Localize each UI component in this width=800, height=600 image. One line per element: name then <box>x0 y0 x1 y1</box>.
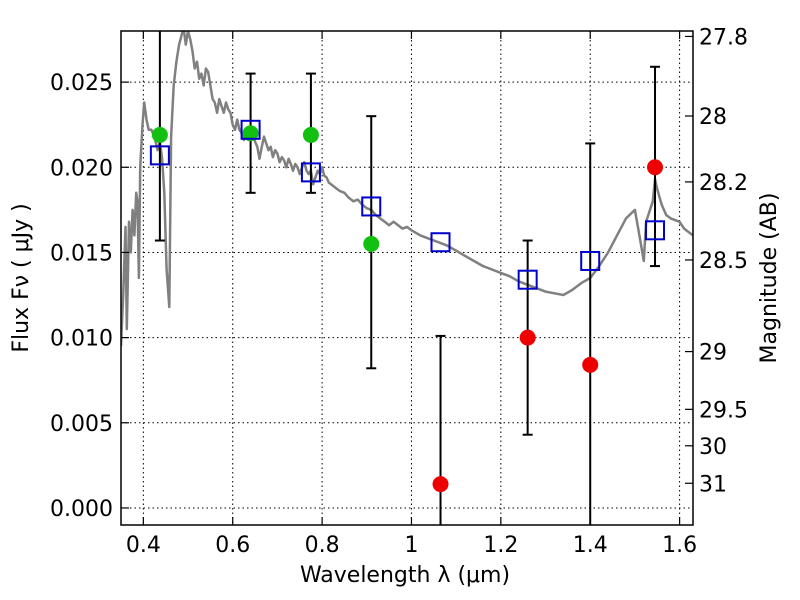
model-photometry-square <box>517 269 538 290</box>
x-tick-label: 1.6 <box>662 533 697 558</box>
right-tick-label: 31 <box>699 472 727 497</box>
green-data-point <box>242 125 259 142</box>
y-tick-label: 0.015 <box>50 241 113 266</box>
y-tick-label: 0.020 <box>50 156 113 181</box>
model-photometry-square <box>149 145 170 166</box>
plot-area <box>121 31 693 525</box>
red-data-point <box>519 329 536 346</box>
red-data-point <box>582 356 599 373</box>
model-photometry-square <box>580 250 601 271</box>
red-data-point <box>647 159 664 176</box>
x-axis-label: Wavelength λ (μm) <box>300 563 510 588</box>
right-tick-label: 28.5 <box>699 249 748 274</box>
x-tick-label: 1 <box>404 533 418 558</box>
model-photometry-square <box>240 119 261 140</box>
y-tick-label: 0.000 <box>50 497 113 522</box>
right-tick-label: 29 <box>699 341 727 366</box>
right-tick-label: 28.2 <box>699 171 748 196</box>
y-tick-label: 0.010 <box>50 327 113 352</box>
x-tick-label: 1.2 <box>483 533 518 558</box>
right-tick-label: 27.8 <box>699 25 748 50</box>
grid-lines <box>121 31 693 525</box>
green-data-point <box>363 235 380 252</box>
right-tick-label: 30 <box>699 435 727 460</box>
model-photometry-square <box>300 162 321 183</box>
red-data-point <box>432 476 449 493</box>
green-data-point <box>151 126 168 143</box>
y-tick-label: 0.005 <box>50 412 113 437</box>
y-axis-label: Flux Fν ( μJy ) <box>9 203 34 352</box>
green-data-point <box>302 126 319 143</box>
y-tick-label: 0.025 <box>50 71 113 96</box>
model-photometry-square <box>645 220 666 241</box>
x-tick-label: 0.4 <box>126 533 161 558</box>
x-tick-label: 1.4 <box>573 533 608 558</box>
x-tick-label: 0.6 <box>215 533 250 558</box>
x-tick-label: 0.8 <box>305 533 340 558</box>
model-spectrum-line <box>121 31 693 347</box>
model-photometry-square <box>361 196 382 217</box>
plot-frame <box>120 30 694 526</box>
right-tick-label: 28 <box>699 105 727 130</box>
right-axis-label: Magnitude (AB) <box>757 193 782 364</box>
axes: 0.4 0.6 0.8 1 1.2 1.4 1.6 0.000 0.005 0.010 0.015 0… <box>50 25 748 558</box>
right-tick-label: 29.5 <box>699 398 748 423</box>
model-photometry-square <box>430 232 451 253</box>
